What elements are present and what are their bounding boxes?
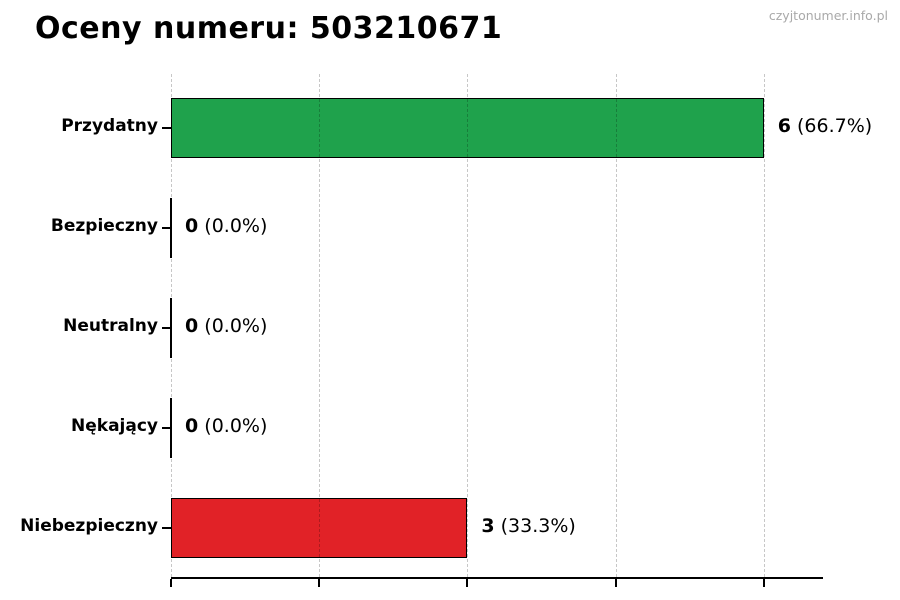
y-axis-tick: [162, 127, 171, 129]
value-label: 0 (0.0%): [185, 415, 267, 437]
x-axis-tick: [170, 579, 172, 587]
value-label: 0 (0.0%): [185, 315, 267, 337]
value-percent: (0.0%): [204, 415, 268, 437]
category-label: Neutralny: [63, 316, 158, 336]
x-axis-line: [171, 577, 823, 579]
y-axis-tick: [162, 227, 171, 229]
x-axis-tick: [466, 579, 469, 587]
value-count: 0: [185, 215, 199, 237]
x-gridline: [467, 74, 469, 577]
y-axis-tick: [162, 427, 171, 429]
bar: [171, 498, 468, 558]
category-label: Niebezpieczny: [20, 516, 158, 536]
x-axis-tick: [318, 579, 321, 587]
value-label: 0 (0.0%): [185, 215, 267, 237]
category-label: Bezpieczny: [50, 216, 158, 236]
x-gridline: [763, 74, 765, 577]
x-gridline: [319, 74, 321, 577]
y-axis-tick: [162, 327, 171, 329]
x-axis-tick: [614, 579, 617, 587]
value-count: 0: [185, 415, 199, 437]
value-percent: (0.0%): [204, 315, 268, 337]
y-axis-tick: [162, 527, 171, 529]
value-label: 6 (66.7%): [778, 115, 872, 137]
bar-zero-edge: [170, 198, 172, 258]
x-gridline: [171, 74, 172, 577]
value-count: 3: [481, 515, 495, 537]
watermark-site-name: czyjtonumer.info.pl: [768, 8, 888, 23]
x-axis-tick: [762, 579, 765, 587]
value-percent: (33.3%): [500, 515, 576, 537]
value-count: 0: [185, 315, 199, 337]
bar-zero-edge: [170, 398, 172, 458]
bar-zero-edge: [170, 298, 172, 358]
category-label: Nękający: [71, 416, 158, 436]
value-count: 6: [777, 115, 791, 137]
bar: [171, 98, 764, 158]
chart-title: Oceny numeru: 503210671: [35, 11, 503, 46]
category-label: Przydatny: [61, 116, 158, 136]
value-percent: (66.7%): [797, 115, 873, 137]
value-label: 3 (33.3%): [481, 515, 575, 537]
x-gridline: [615, 74, 617, 577]
value-percent: (0.0%): [204, 215, 268, 237]
